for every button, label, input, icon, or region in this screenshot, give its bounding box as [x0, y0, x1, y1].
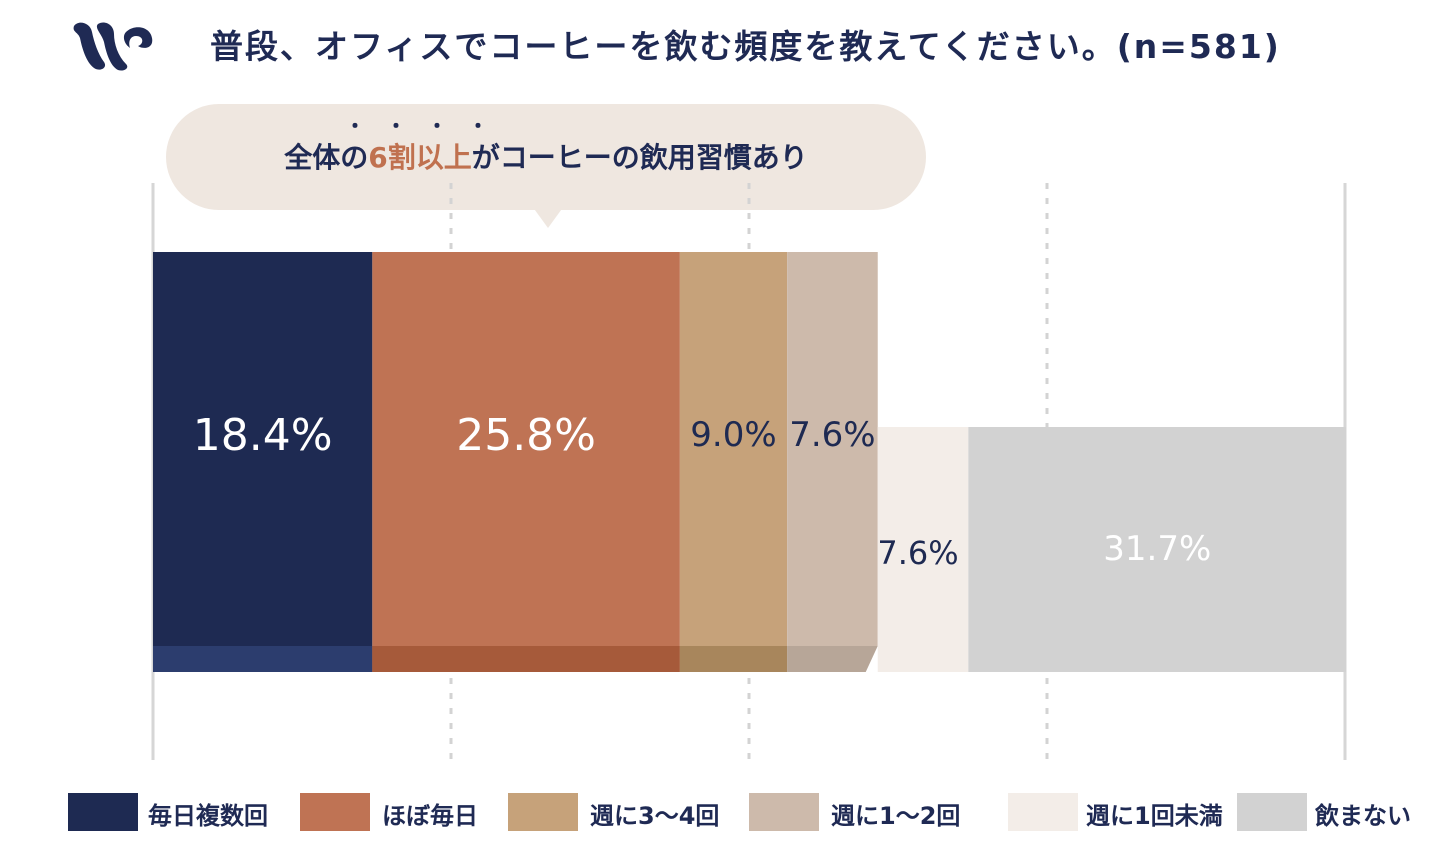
data-label-2: 25.8%	[456, 410, 596, 461]
bar-segment-5	[877, 427, 969, 672]
bar-segment-2	[372, 252, 680, 672]
legend-label: 飲まない	[1315, 802, 1411, 830]
callout-prefix: 全体の	[284, 141, 369, 174]
data-label-3: 9.0%	[690, 415, 776, 455]
stacked-bar-chart: 18.4% 25.8% 9.0% 7.6% 7.6% 31.7%	[151, 183, 1347, 760]
legend-label: 週に1回未満	[1086, 802, 1223, 830]
legend-label: 週に3〜4回	[590, 802, 720, 830]
bar-segment-shade-1	[153, 646, 373, 672]
data-label-1: 18.4%	[193, 410, 333, 461]
data-label-4: 7.6%	[789, 415, 875, 455]
legend-label: 週に1〜2回	[831, 802, 961, 830]
data-label-6: 31.7%	[1103, 529, 1211, 569]
emphasis-dots: ・・・・	[345, 114, 509, 138]
bar-segment-shade-4	[787, 646, 878, 672]
data-label-5: 7.6%	[877, 534, 958, 572]
legend-swatch	[1008, 793, 1078, 831]
legend-label: 毎日複数回	[148, 802, 268, 830]
bar-segment-4	[787, 252, 878, 646]
callout-highlight: 6割以上	[368, 141, 472, 174]
callout-suffix: がコーヒーの飲用習慣あり	[471, 141, 808, 174]
legend-swatch	[749, 793, 819, 831]
bar-segment-1	[153, 252, 373, 672]
legend-swatch	[68, 793, 138, 831]
callout-text: 全体の6割以上がコーヒーの飲用習慣あり	[166, 136, 926, 176]
callout-tail	[532, 206, 564, 228]
bar-segment-shade-2	[372, 646, 680, 672]
bar-segment-shade-3	[679, 646, 788, 672]
header: 普段、オフィスでコーヒーを飲む頻度を教えてください。(n=581)	[0, 0, 1436, 90]
legend-swatch	[508, 793, 578, 831]
legend-label: ほぼ毎日	[382, 802, 478, 830]
callout-bubble	[166, 104, 926, 210]
squirrel-logo-icon	[73, 22, 153, 71]
legend-swatch	[1237, 793, 1307, 831]
bar-segment-6	[968, 427, 1347, 672]
bar-segment-3	[679, 252, 788, 672]
page-title: 普段、オフィスでコーヒーを飲む頻度を教えてください。(n=581)	[210, 27, 1281, 66]
chart-legend: 毎日複数回 ほぼ毎日 週に3〜4回 週に1〜2回 週に1回未満 飲まない	[68, 793, 1428, 833]
legend-swatch	[300, 793, 370, 831]
